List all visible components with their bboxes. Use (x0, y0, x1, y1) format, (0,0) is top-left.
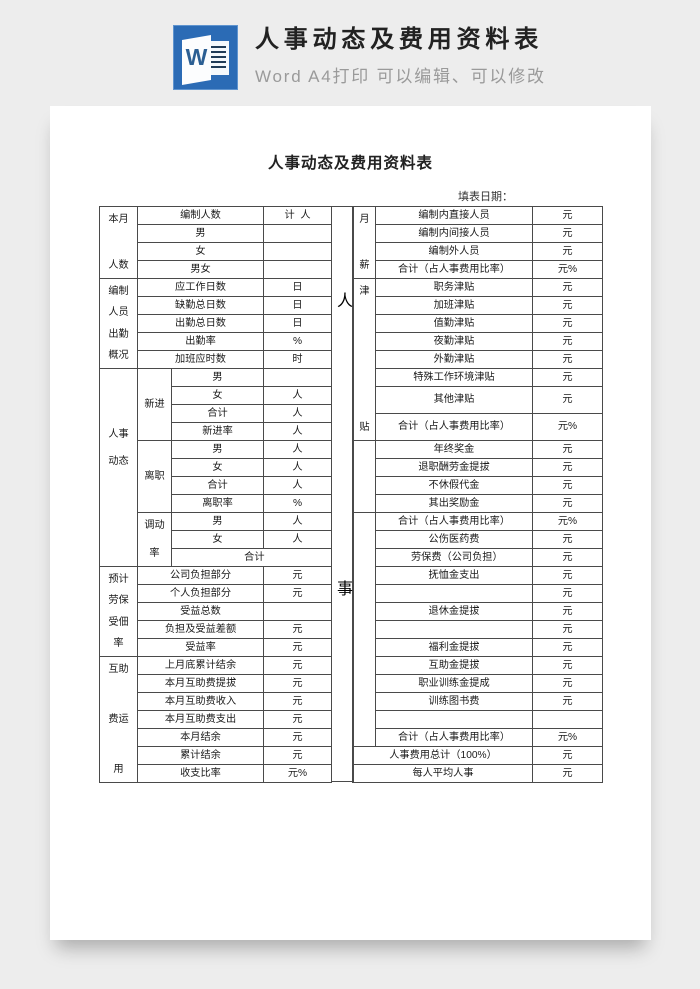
svg-text:W: W (186, 44, 208, 70)
